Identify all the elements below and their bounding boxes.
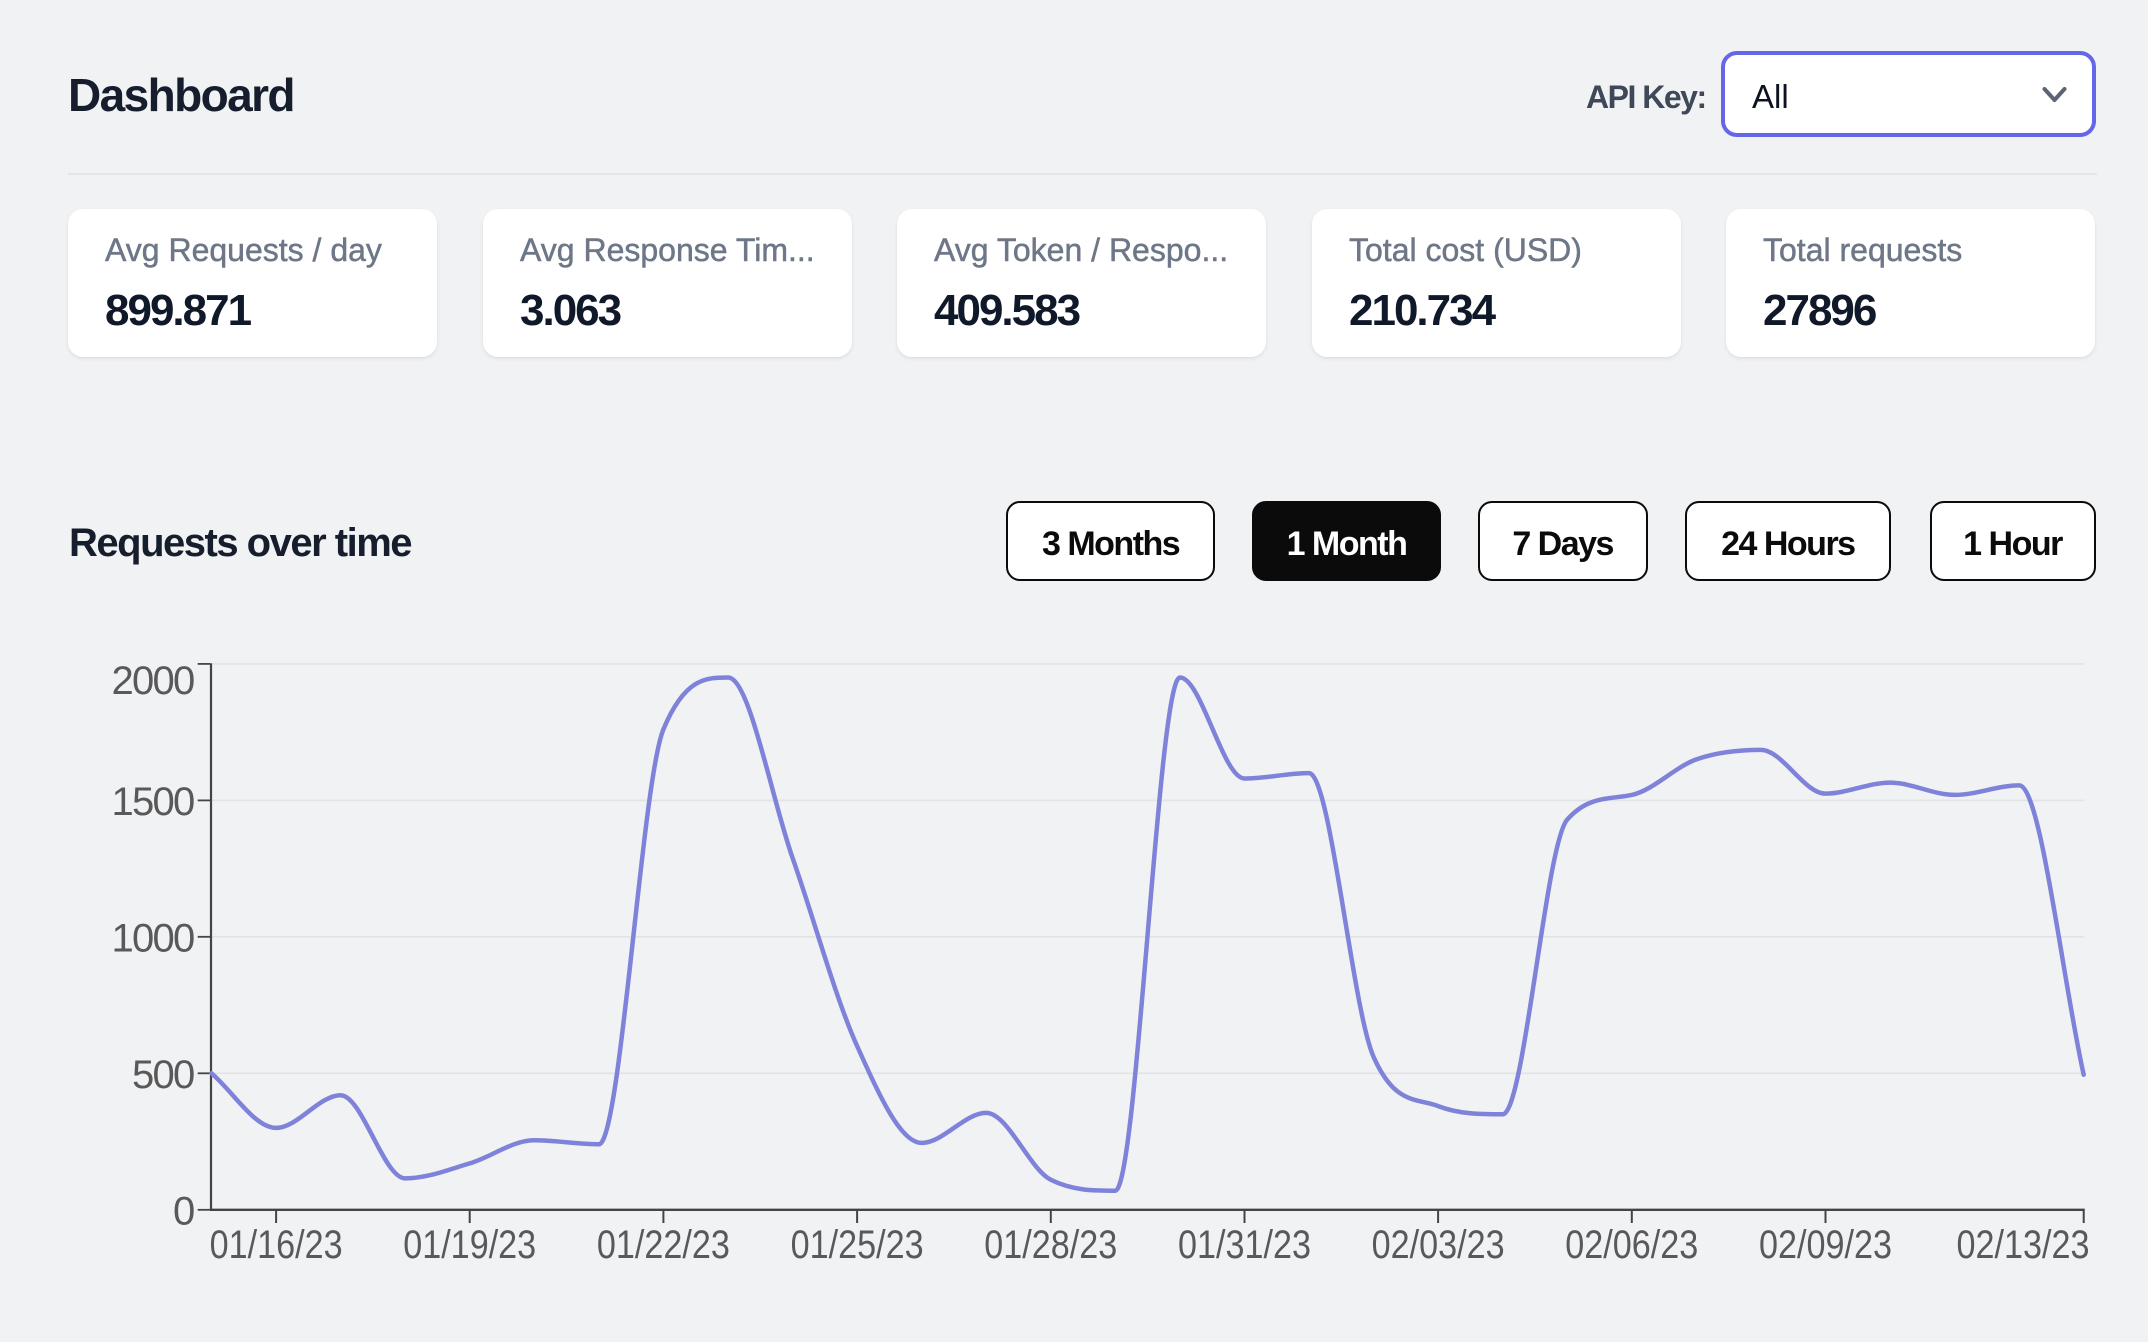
svg-text:1000: 1000 xyxy=(112,916,194,960)
svg-text:01/19/23: 01/19/23 xyxy=(403,1223,536,1267)
svg-text:01/28/23: 01/28/23 xyxy=(984,1223,1117,1267)
svg-text:0: 0 xyxy=(173,1189,194,1233)
svg-text:1500: 1500 xyxy=(112,780,194,824)
svg-text:2000: 2000 xyxy=(112,659,194,703)
svg-text:01/16/23: 01/16/23 xyxy=(210,1223,343,1267)
svg-text:01/25/23: 01/25/23 xyxy=(791,1223,924,1267)
svg-text:500: 500 xyxy=(132,1053,194,1097)
svg-text:02/13/23: 02/13/23 xyxy=(1957,1223,2090,1267)
svg-text:01/31/23: 01/31/23 xyxy=(1178,1223,1311,1267)
svg-text:02/09/23: 02/09/23 xyxy=(1759,1223,1892,1267)
svg-text:02/03/23: 02/03/23 xyxy=(1372,1223,1505,1267)
svg-text:01/22/23: 01/22/23 xyxy=(597,1223,730,1267)
svg-text:02/06/23: 02/06/23 xyxy=(1565,1223,1698,1267)
